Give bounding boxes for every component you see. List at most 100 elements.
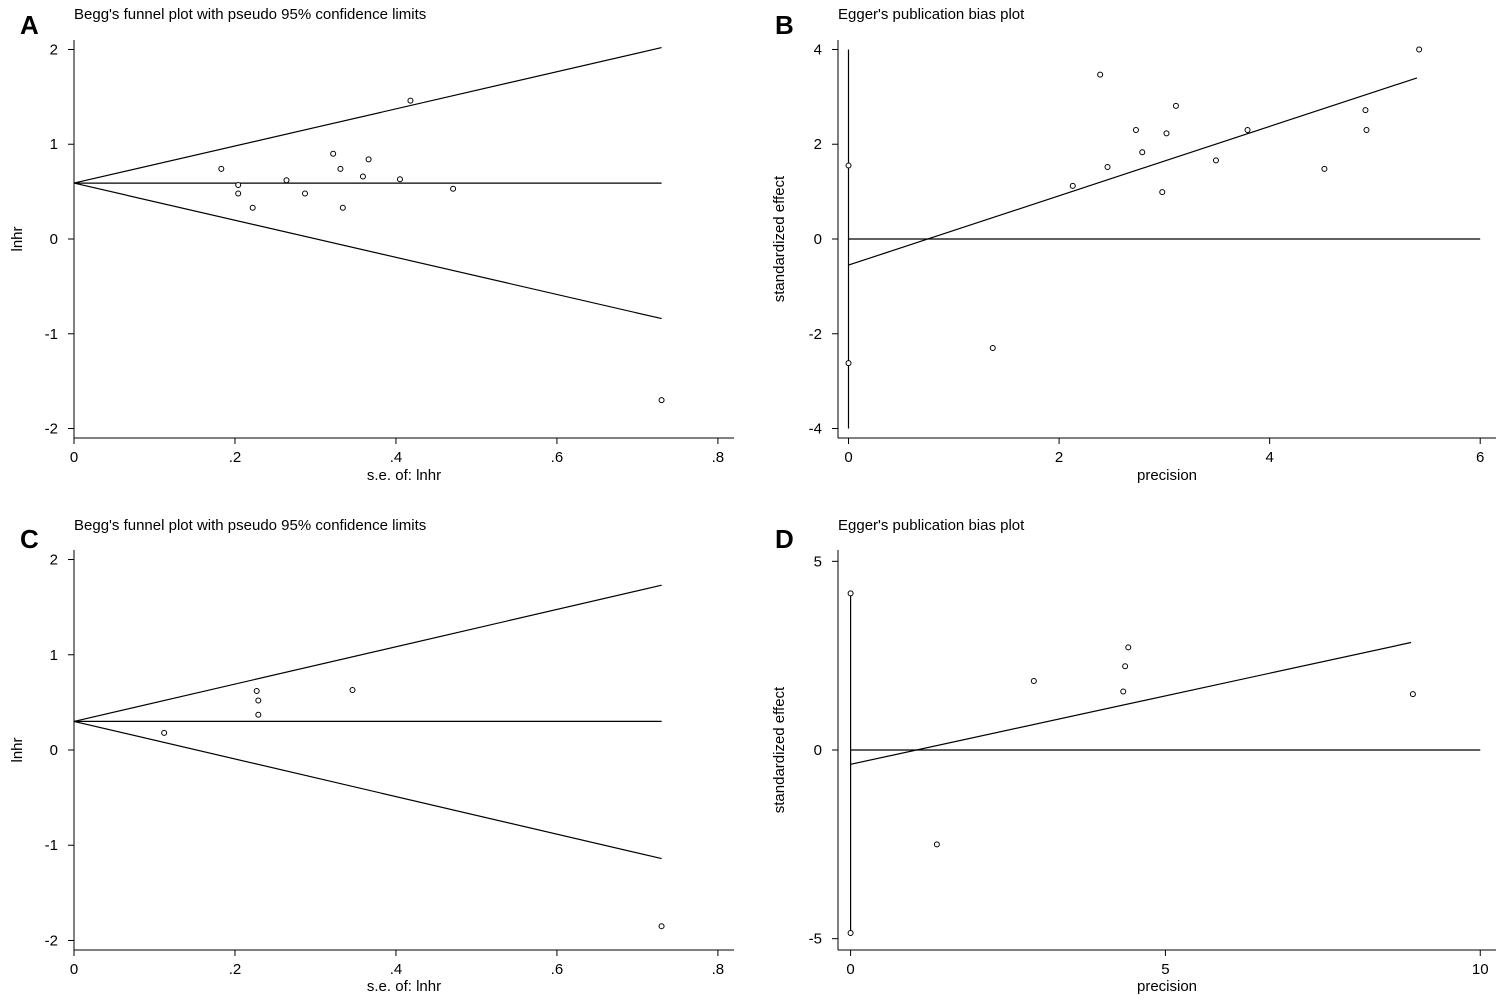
data-point-b — [1363, 127, 1370, 134]
y-tick-label-c: -1 — [45, 837, 58, 854]
panel-label-a: A — [20, 10, 39, 40]
data-point-b — [845, 162, 852, 169]
lower-pseudo-95-limit-a — [73, 182, 662, 320]
x-tick-label-c: .2 — [229, 961, 242, 978]
y-tick-label-d: -5 — [809, 931, 822, 948]
data-point-d — [1120, 688, 1127, 695]
data-point-a — [407, 97, 414, 104]
x-axis-label-c: s.e. of: lnhr — [367, 978, 441, 995]
panel-label-b: B — [775, 10, 794, 40]
x-tick-label-b: 6 — [1476, 449, 1484, 466]
data-point-b — [1321, 165, 1328, 172]
x-tick-label-a: .8 — [712, 449, 725, 466]
data-point-d — [933, 841, 940, 848]
data-point-a — [365, 156, 372, 163]
data-point-a — [450, 185, 457, 192]
x-axis-label-b: precision — [1137, 467, 1197, 484]
y-tick-label-b: 4 — [814, 41, 822, 58]
data-point-b — [845, 360, 852, 367]
data-point-d — [1030, 677, 1037, 684]
data-point-a — [249, 204, 256, 211]
x-tick-label-d: 10 — [1472, 961, 1489, 978]
y-tick-label-d: 0 — [814, 742, 822, 759]
data-point-b — [1416, 46, 1423, 53]
y-tick-label-b: -2 — [809, 326, 822, 343]
data-point-b — [1212, 157, 1219, 164]
data-point-a — [396, 176, 403, 183]
y-axis-label-a: lnhr — [9, 226, 26, 251]
data-point-b — [1172, 102, 1179, 109]
y-axis-label-d: standardized effect — [771, 686, 788, 813]
x-tick-label-c: 0 — [70, 961, 78, 978]
y-tick-label-d: 5 — [814, 553, 822, 570]
data-point-a — [302, 190, 308, 197]
panel-label-d: D — [775, 524, 794, 554]
chart-title-a: Begg's funnel plot with pseudo 95% confi… — [74, 6, 426, 23]
x-axis-label-d: precision — [1137, 978, 1197, 995]
x-tick-label-d: 5 — [1161, 961, 1169, 978]
data-point-a — [235, 190, 242, 197]
regression-line-b — [848, 77, 1418, 266]
data-point-c — [161, 729, 168, 736]
y-tick-label-a: -1 — [45, 326, 58, 343]
panel-d: D Egger's publication bias plot 0 5 10 -5 0 5… — [771, 517, 1496, 995]
x-tick-label-c: .8 — [712, 961, 725, 978]
data-point-c — [255, 711, 262, 718]
y-tick-label-b: 2 — [814, 136, 822, 153]
chart-title-c: Begg's funnel plot with pseudo 95% confi… — [74, 517, 426, 534]
chart-title-b: Egger's publication bias plot — [838, 6, 1025, 23]
data-point-c — [253, 687, 260, 694]
x-tick-label-a: .6 — [551, 449, 564, 466]
y-axis-label-b: standardized effect — [771, 175, 788, 302]
data-point-b — [1159, 189, 1166, 196]
x-tick-label-a: .4 — [390, 449, 403, 466]
regression-line-d — [850, 641, 1412, 765]
data-point-d — [1122, 663, 1129, 670]
data-point-a — [283, 177, 290, 184]
y-tick-label-b: 0 — [814, 231, 822, 248]
data-point-a — [359, 173, 366, 180]
x-tick-label-b: 4 — [1265, 449, 1273, 466]
y-tick-label-c: 2 — [50, 552, 58, 569]
data-point-a — [337, 165, 344, 172]
data-point-b — [1362, 107, 1369, 114]
data-point-c — [255, 697, 262, 704]
data-point-b — [1069, 182, 1076, 189]
data-point-b — [989, 344, 996, 351]
data-point-b — [1139, 149, 1146, 156]
chart-title-d: Egger's publication bias plot — [838, 517, 1025, 534]
data-point-b — [1104, 163, 1111, 170]
data-point-d — [847, 930, 854, 937]
x-axis-label-a: s.e. of: lnhr — [367, 467, 441, 484]
y-tick-label-c: -2 — [45, 932, 58, 949]
data-point-a — [330, 150, 337, 157]
data-point-a — [218, 165, 225, 172]
y-tick-label-c: 1 — [50, 647, 58, 664]
x-tick-label-b: 2 — [1055, 449, 1063, 466]
panel-b: B Egger's publication bias plot 0 2 4 6 -4 -2… — [771, 6, 1496, 484]
data-point-b — [1244, 127, 1251, 134]
y-axis-label-c: lnhr — [9, 737, 26, 762]
y-tick-label-b: -4 — [809, 421, 822, 438]
panel-label-c: C — [20, 524, 39, 554]
data-point-a — [339, 204, 346, 211]
data-point-c — [658, 923, 665, 930]
upper-pseudo-95-limit-c — [73, 584, 662, 722]
x-tick-label-b: 0 — [844, 449, 852, 466]
y-tick-label-a: 2 — [50, 41, 58, 58]
lower-pseudo-95-limit-c — [73, 720, 662, 860]
data-point-a — [235, 181, 242, 188]
data-point-b — [1097, 71, 1104, 78]
data-point-c — [349, 687, 356, 693]
panel-a: A Begg's funnel plot with pseudo 95% con… — [9, 6, 734, 484]
x-tick-label-c: .4 — [390, 961, 403, 978]
x-tick-label-a: .2 — [229, 449, 242, 466]
data-point-b — [1132, 127, 1139, 134]
y-tick-label-a: 0 — [50, 231, 58, 248]
data-point-b — [1163, 130, 1170, 137]
y-tick-label-c: 0 — [50, 742, 58, 759]
upper-pseudo-95-limit-a — [73, 47, 662, 184]
y-tick-label-a: -2 — [45, 421, 58, 438]
data-point-d — [847, 590, 854, 597]
